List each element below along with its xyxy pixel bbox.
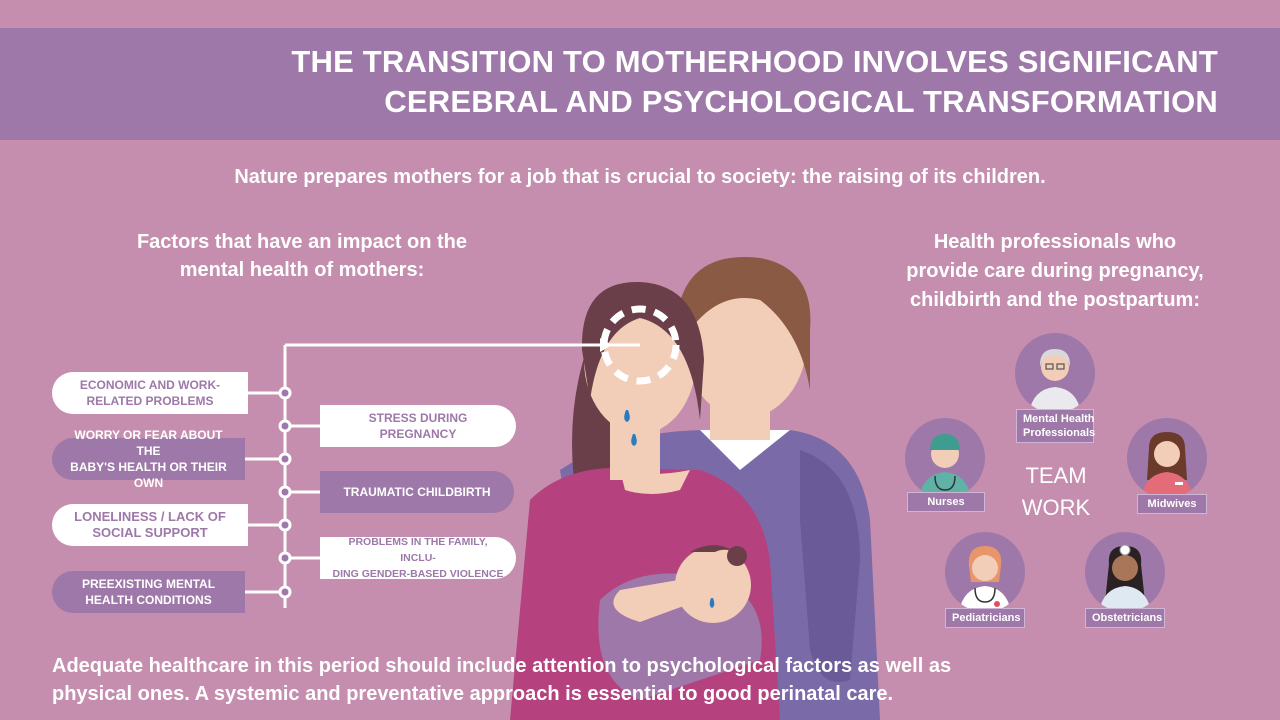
footer-line-2: physical ones. A systemic and preventati…	[52, 683, 894, 705]
factor-text: PREGNANCY	[379, 427, 457, 441]
factor-text: RELATED PROBLEMS	[86, 394, 214, 408]
tear-drop	[631, 434, 637, 446]
baby-figure	[598, 545, 762, 700]
footer-line-1: Adequate healthcare in this period shoul…	[52, 655, 952, 677]
professionals-heading: Health professionals who provide care du…	[880, 228, 1230, 315]
factor-text: BABY'S HEALTH OR THEIR OWN	[70, 460, 227, 490]
factor-text: ECONOMIC AND WORK-	[79, 378, 221, 392]
tear-drop	[624, 410, 630, 422]
factor-pill-stress: STRESS DURING PREGNANCY	[320, 405, 516, 447]
professional-label: Nurses	[907, 492, 985, 512]
factor-pill-economic: ECONOMIC AND WORK- RELATED PROBLEMS	[52, 372, 248, 414]
subtitle: Nature prepares mothers for a job that i…	[234, 166, 1046, 188]
professional-label-text: Mental Health	[1023, 413, 1095, 425]
title-banner	[0, 28, 1280, 140]
factor-pill-preexisting: PREEXISTING MENTAL HEALTH CONDITIONS	[52, 571, 245, 613]
professional-label: Obstetricians	[1085, 608, 1165, 628]
pediatrician-icon	[945, 532, 1025, 612]
professional-label-text: Professionals	[1023, 427, 1096, 439]
professional-label: Mental Health Professionals	[1016, 409, 1096, 443]
obstetrician-icon	[1085, 532, 1165, 612]
professionals-heading-line-2: provide care during pregnancy,	[906, 260, 1204, 282]
factor-text: LONELINESS / LACK OF	[74, 509, 226, 524]
title-line-2: CEREBRAL AND PSYCHOLOGICAL TRANSFORMATIO…	[384, 84, 1218, 119]
factor-text: HEALTH CONDITIONS	[85, 593, 212, 607]
factor-text: STRESS DURING	[368, 411, 468, 425]
factor-text: PREEXISTING MENTAL	[81, 577, 216, 591]
factor-text: DING GENDER-BASED VIOLENCE	[332, 568, 504, 580]
professionals-heading-line-3: childbirth and the postpartum:	[910, 289, 1200, 311]
factor-pill-traumatic: TRAUMATIC CHILDBIRTH	[320, 471, 514, 513]
professional-label-text: Pediatricians	[952, 612, 1021, 624]
professional-label-text: Nurses	[927, 496, 965, 508]
factor-text: PROBLEMS IN THE FAMILY, INCLU-	[348, 536, 488, 564]
team-work-line-1: TEAM	[1025, 463, 1087, 488]
factors-heading: Factors that have an impact on the menta…	[112, 228, 492, 284]
brain-focus-circle	[600, 305, 680, 385]
title-line-1: THE TRANSITION TO MOTHERHOOD INVOLVES SI…	[291, 44, 1218, 79]
team-work-line-2: WORK	[1021, 495, 1091, 520]
page-title: THE TRANSITION TO MOTHERHOOD INVOLVES SI…	[291, 42, 1218, 122]
factor-pill-family: PROBLEMS IN THE FAMILY, INCLU- DING GENDE…	[320, 536, 516, 580]
factor-pill-worry: WORRY OR FEAR ABOUT THE BABY'S HEALTH OR …	[52, 428, 245, 490]
professional-label: Pediatricians	[945, 608, 1025, 628]
factors-heading-line-1: Factors that have an impact on the	[136, 231, 468, 253]
mental-health-professional-icon	[1015, 333, 1095, 413]
connector-dots	[278, 386, 292, 599]
arrow-head	[600, 338, 612, 352]
factor-pill-loneliness: LONELINESS / LACK OF SOCIAL SUPPORT	[52, 504, 248, 546]
factors-heading-line-2: mental health of mothers:	[179, 259, 425, 281]
professional-label-text: Midwives	[1147, 498, 1197, 510]
team-work-label: TEAM WORK	[1008, 460, 1104, 524]
midwife-icon	[1127, 418, 1207, 498]
factor-text: TRAUMATIC CHILDBIRTH	[343, 485, 491, 499]
professional-label-text: Obstetricians	[1092, 612, 1163, 624]
factor-text: WORRY OR FEAR ABOUT THE	[74, 428, 223, 458]
professionals-heading-line-1: Health professionals who	[933, 231, 1177, 253]
factor-text: SOCIAL SUPPORT	[92, 525, 208, 540]
footer-text: Adequate healthcare in this period shoul…	[52, 652, 1052, 708]
professional-label: Midwives	[1137, 494, 1207, 514]
nurse-icon	[905, 418, 985, 498]
